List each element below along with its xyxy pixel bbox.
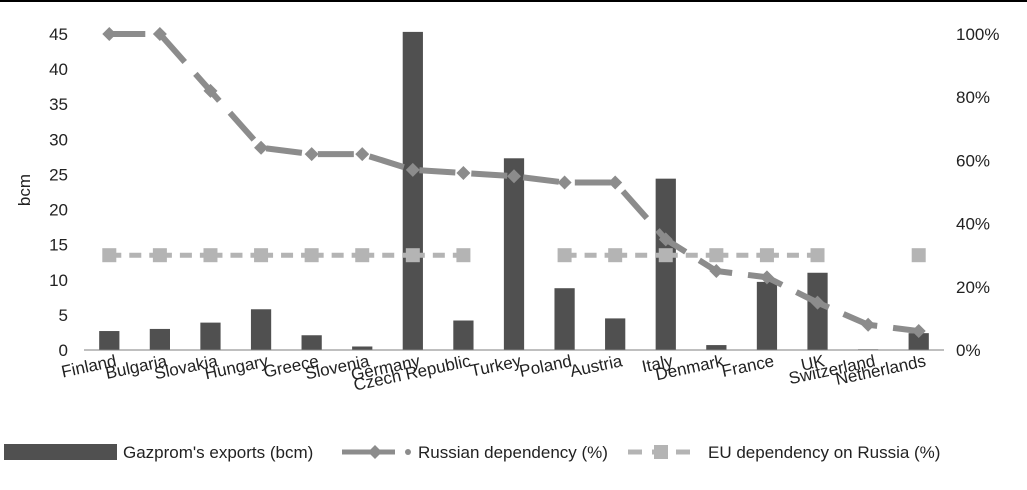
eu-dependency-point xyxy=(759,248,774,263)
eu-dependency-point xyxy=(557,248,572,263)
y-tick-label: 45 xyxy=(49,25,68,44)
legend: Gazprom's exports (bcm) Russian dependenc… xyxy=(4,443,940,462)
russian-dependency-point xyxy=(608,175,623,190)
legend-label-eu: EU dependency on Russia (%) xyxy=(708,443,940,462)
bars-layer xyxy=(99,31,929,350)
bar-poland xyxy=(554,288,575,350)
eu-dependency-point xyxy=(203,248,218,263)
eu-dependency-point xyxy=(152,248,167,263)
russian-dependency-point xyxy=(254,140,269,155)
y-tick-label: 10 xyxy=(49,271,68,290)
legend-swatch-eu-marker xyxy=(654,445,668,459)
bar-uk xyxy=(807,272,828,350)
russian-dependency-point xyxy=(102,27,117,41)
legend-swatch-russian-marker xyxy=(368,445,382,459)
bar-austria xyxy=(605,318,626,350)
russian-dependency-point xyxy=(810,295,825,310)
russian-dependency-point xyxy=(557,175,572,190)
y-tick-label: 20 xyxy=(49,201,68,220)
eu-dependency-point xyxy=(810,248,825,263)
bar-slovenia xyxy=(352,346,373,350)
legend-label-russian: Russian dependency (%) xyxy=(418,443,608,462)
y2-tick-label: 60% xyxy=(956,151,990,170)
eu-dependency-point xyxy=(254,248,269,263)
russian-dependency-point xyxy=(355,147,370,162)
bar-netherlands xyxy=(908,333,929,350)
eu-dependency-point xyxy=(355,248,370,263)
eu-dependency-point xyxy=(456,248,471,263)
eu-dependency-point xyxy=(304,248,319,263)
eu-dependency-point xyxy=(911,248,926,263)
russian-dependency-point xyxy=(152,27,167,41)
bar-greece xyxy=(301,335,322,350)
legend-swatch-russian-dot xyxy=(405,449,411,455)
y2-tick-label: 0% xyxy=(956,341,981,360)
axes-layer: 0510152025303540450%20%40%60%80%100%Finl… xyxy=(49,25,999,395)
x-tick-label: Poland xyxy=(518,351,574,381)
bar-italy xyxy=(655,178,676,350)
y-tick-label: 0 xyxy=(59,341,68,360)
y-tick-label: 40 xyxy=(49,60,68,79)
eu-dependency-point xyxy=(405,248,420,263)
bar-hungary xyxy=(250,309,272,350)
y2-tick-label: 80% xyxy=(956,88,990,107)
bar-czech-republic xyxy=(453,320,474,350)
russian-dependency-point xyxy=(405,162,420,177)
bar-france xyxy=(756,281,778,350)
russian-dependency-point xyxy=(658,232,673,247)
y-tick-label: 25 xyxy=(49,165,68,184)
russian-dependency-point xyxy=(911,324,926,339)
lines-layer xyxy=(102,27,926,339)
legend-label-exports: Gazprom's exports (bcm) xyxy=(123,443,313,462)
eu-dependency-point xyxy=(608,248,623,263)
x-tick-label: France xyxy=(720,351,776,381)
bar-germany xyxy=(402,31,423,350)
y2-tick-label: 20% xyxy=(956,278,990,297)
eu-dependency-point xyxy=(658,248,673,263)
russian-dependency-line xyxy=(109,31,920,335)
x-tick-label: UK xyxy=(799,351,827,375)
bar-slovakia xyxy=(200,322,221,350)
russian-dependency-point xyxy=(304,147,319,162)
russian-dependency-point xyxy=(861,317,876,332)
legend-swatch-bar xyxy=(4,444,117,460)
y-tick-label: 35 xyxy=(49,95,68,114)
y2-tick-label: 100% xyxy=(956,25,999,44)
russian-dependency-point xyxy=(456,166,471,181)
bar-bulgaria xyxy=(149,328,170,350)
y-tick-label: 15 xyxy=(49,236,68,255)
x-tick-label: Austria xyxy=(568,351,624,381)
eu-dependency-point xyxy=(102,248,117,263)
y-axis-title: bcm xyxy=(15,174,34,206)
x-tick-label: Turkey xyxy=(469,351,524,380)
russian-dependency-point xyxy=(709,264,724,278)
eu-dependency-point xyxy=(709,248,724,263)
russian-dependency-point xyxy=(759,270,774,285)
y2-tick-label: 40% xyxy=(956,215,990,234)
bar-finland xyxy=(99,331,120,350)
bar-denmark xyxy=(706,345,727,350)
russian-dependency-point xyxy=(203,83,218,98)
russian-dependency-point xyxy=(507,169,521,184)
y-tick-label: 30 xyxy=(49,130,68,149)
y-tick-label: 5 xyxy=(59,306,68,325)
bar-turkey xyxy=(503,158,525,350)
